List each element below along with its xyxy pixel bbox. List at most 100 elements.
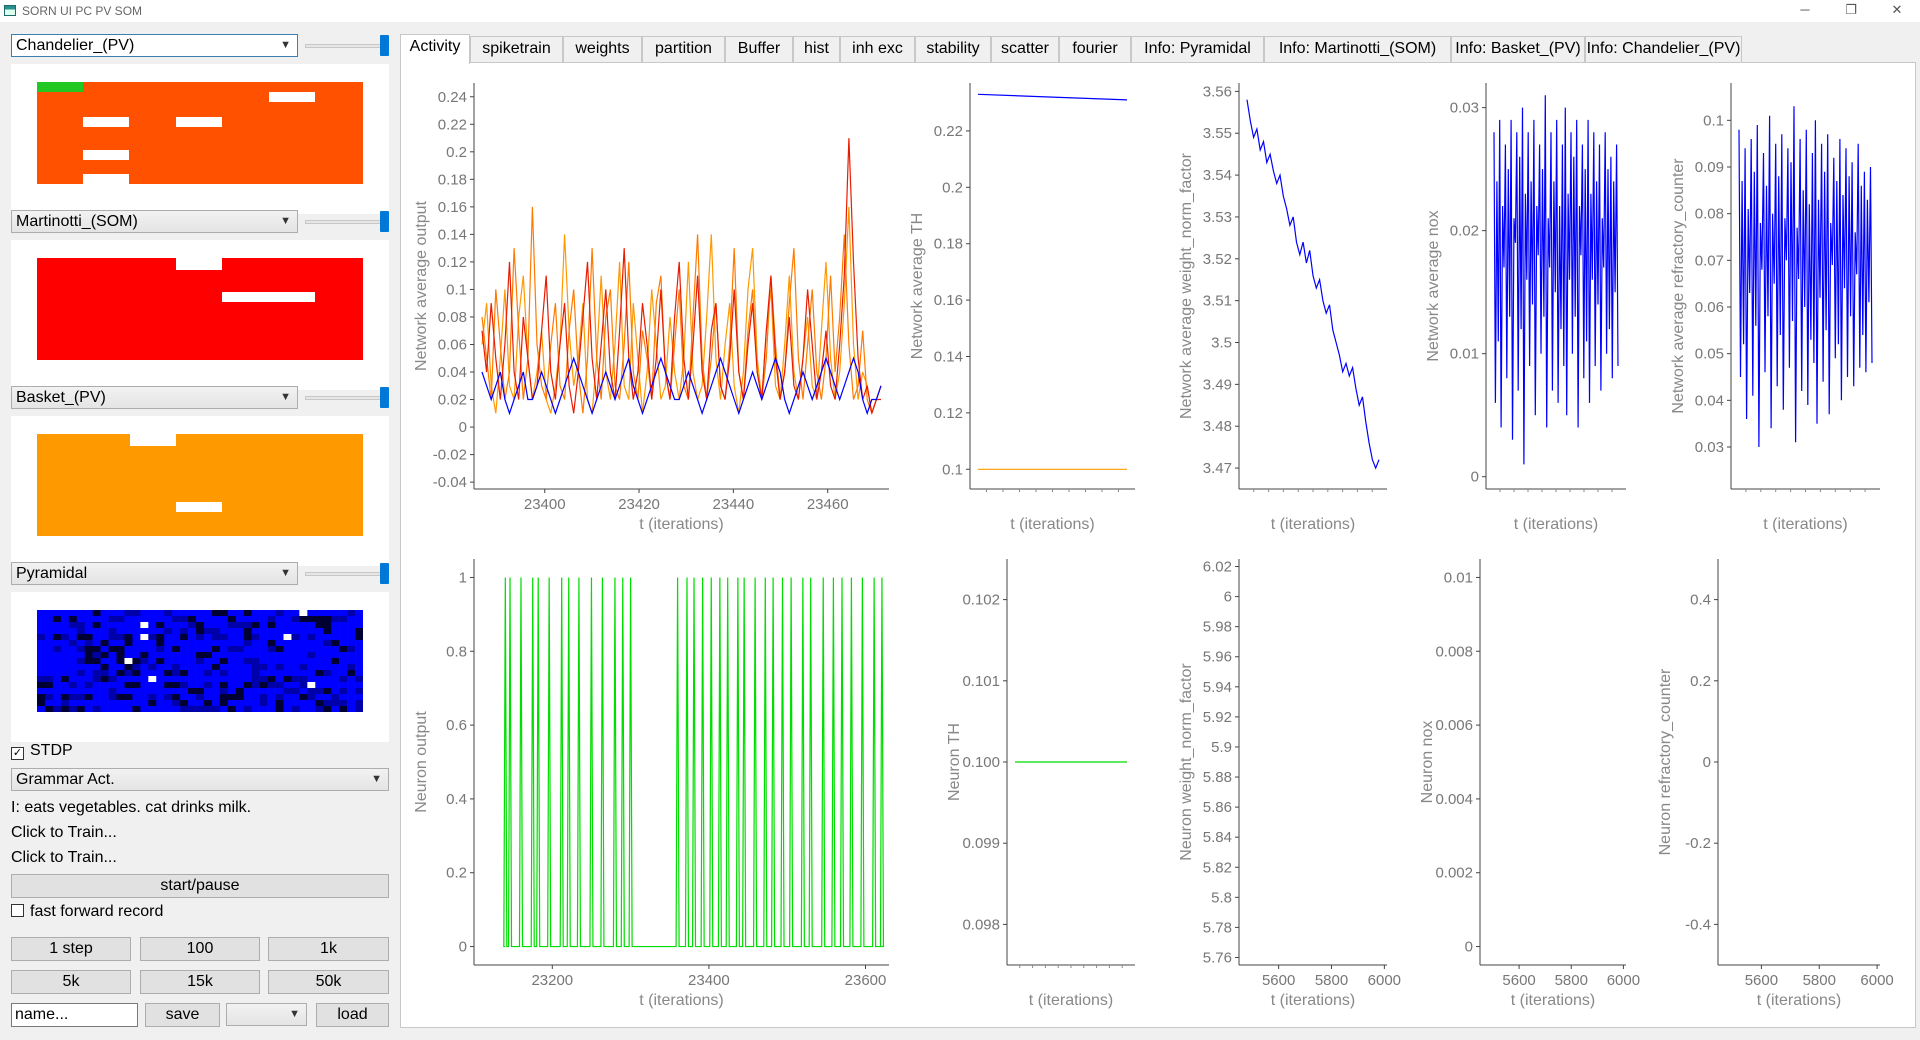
minimize-icon[interactable]: ─ xyxy=(1800,2,1810,17)
pyramidal-neuron-cell xyxy=(132,610,141,617)
pyramidal-neuron-cell xyxy=(323,676,332,683)
series-line xyxy=(1738,106,1873,448)
pyramidal-neuron-cell xyxy=(180,670,189,677)
tab-scatter[interactable]: scatter xyxy=(991,36,1059,62)
plots-canvas: -0.04-0.0200.020.040.060.080.10.120.140.… xyxy=(413,83,1894,1009)
pyramidal-neuron-cell xyxy=(259,682,268,689)
tab-info-martinotti[interactable]: Info: Martinotti_(SOM) xyxy=(1264,36,1451,62)
step-1k-button[interactable]: 1k xyxy=(268,937,389,961)
pyramidal-neuron-cell xyxy=(267,616,276,623)
y-axis-label: Network average nox xyxy=(1425,210,1442,361)
step-15k-button[interactable]: 15k xyxy=(140,970,260,994)
tab-info-pyramidal[interactable]: Info: Pyramidal xyxy=(1131,36,1264,62)
tab-stability[interactable]: stability xyxy=(915,36,991,62)
y-tick-label: 0.22 xyxy=(438,116,467,133)
pyramidal-neuron-cell xyxy=(299,634,308,641)
pyramidal-neuron-cell xyxy=(227,664,237,671)
pyramidal-neuron-cell xyxy=(92,706,101,712)
tab-activity[interactable]: Activity xyxy=(400,34,470,64)
tab-inh-exc[interactable]: inh exc xyxy=(840,36,915,62)
pyramidal-neuron-cell xyxy=(267,658,276,665)
pyramidal-neuron-cell xyxy=(124,706,133,712)
tab-info-basket[interactable]: Info: Basket_(PV) xyxy=(1451,36,1585,62)
tab-fourier[interactable]: fourier xyxy=(1059,36,1131,62)
x-axis-label: t (iterations) xyxy=(1514,516,1598,533)
tab-weights[interactable]: weights xyxy=(563,36,642,62)
pyramidal-neuron-cell xyxy=(355,634,363,641)
pyramidal-neuron-cell xyxy=(37,682,46,689)
pyramidal-neuron-cell xyxy=(196,634,205,641)
group-select-chandelier[interactable]: Chandelier_(PV) ▼ xyxy=(11,34,298,57)
y-tick-label: 0.01 xyxy=(1444,569,1473,586)
save-button[interactable]: save xyxy=(145,1003,220,1027)
y-tick-label: 3.53 xyxy=(1203,209,1232,226)
pyramidal-neuron-cell xyxy=(140,670,149,677)
pyramidal-neuron-cell xyxy=(347,646,356,653)
pyramidal-neuron-cell xyxy=(219,700,229,707)
train-label-1[interactable]: Click to Train... xyxy=(11,824,117,841)
pyramidal-neuron-cell xyxy=(307,652,316,659)
pyramidal-neuron-cell xyxy=(219,664,229,671)
x-tick-label: 23600 xyxy=(845,972,887,989)
pyramidal-neuron-cell xyxy=(339,676,348,683)
behavior-select[interactable]: Grammar Act. ▼ xyxy=(11,768,389,791)
y-tick-label: 3.47 xyxy=(1203,460,1232,477)
x-tick-label: 5800 xyxy=(1315,972,1348,989)
pyramidal-neuron-cell xyxy=(37,646,46,653)
pyramidal-neuron-cell xyxy=(76,694,86,701)
start-pause-button[interactable]: start/pause xyxy=(11,874,389,898)
pyramidal-neuron-cell xyxy=(291,676,300,683)
fast-forward-checkbox[interactable]: fast forward record xyxy=(11,903,163,921)
tab-buffer[interactable]: Buffer xyxy=(725,36,793,62)
stdp-checkbox[interactable]: ✓ STDP xyxy=(11,742,73,760)
pyramidal-neuron-cell xyxy=(307,700,316,707)
group-select-martinotti[interactable]: Martinotti_(SOM) ▼ xyxy=(11,210,298,233)
y-tick-label: 5.84 xyxy=(1203,829,1232,846)
pyramidal-neuron-cell xyxy=(100,670,109,677)
pyramidal-neuron-cell xyxy=(84,634,93,641)
pyramidal-neuron-cell xyxy=(164,640,173,647)
y-tick-label: 0.2 xyxy=(942,179,963,196)
name-input[interactable]: name... xyxy=(11,1003,138,1027)
pyramidal-neuron-cell xyxy=(100,610,109,617)
step-1-button[interactable]: 1 step xyxy=(11,937,131,961)
neuron-grid xyxy=(37,82,363,184)
tab-hist[interactable]: hist xyxy=(793,36,840,62)
y-tick-label: 0.18 xyxy=(438,171,467,188)
pyramidal-neuron-cell xyxy=(124,622,133,629)
group-slider-pyramidal[interactable] xyxy=(305,562,389,585)
pyramidal-neuron-cell xyxy=(283,610,292,617)
pyramidal-neuron-cell xyxy=(140,616,149,623)
load-button[interactable]: load xyxy=(316,1003,389,1027)
pyramidal-neuron-cell xyxy=(196,706,205,712)
pyramidal-neuron-cell xyxy=(37,640,46,647)
train-label-2[interactable]: Click to Train... xyxy=(11,849,117,866)
pyramidal-neuron-cell xyxy=(267,640,276,647)
tab-partition[interactable]: partition xyxy=(642,36,725,62)
group-select-basket[interactable]: Basket_(PV) ▼ xyxy=(11,386,298,409)
tab-spiketrain[interactable]: spiketrain xyxy=(470,36,563,62)
pyramidal-neuron-cell xyxy=(172,676,181,683)
close-icon[interactable]: ✕ xyxy=(1891,2,1903,17)
pyramidal-neuron-cell xyxy=(227,706,237,712)
pyramidal-neuron-cell xyxy=(108,676,117,683)
file-select[interactable]: ▼ xyxy=(226,1003,307,1026)
pyramidal-neuron-cell xyxy=(148,646,157,653)
maximize-icon[interactable]: ❐ xyxy=(1845,2,1857,17)
step-100-button[interactable]: 100 xyxy=(140,937,260,961)
pyramidal-neuron-cell xyxy=(172,628,181,635)
pyramidal-neuron-cell xyxy=(180,634,189,641)
group-select-pyramidal[interactable]: Pyramidal ▼ xyxy=(11,562,298,585)
pyramidal-neuron-cell xyxy=(251,688,260,695)
pyramidal-neuron-cell xyxy=(148,652,157,659)
group-slider-martinotti[interactable] xyxy=(305,210,389,233)
group-slider-basket[interactable] xyxy=(305,386,389,409)
step-5k-button[interactable]: 5k xyxy=(11,970,131,994)
pyramidal-neuron-cell xyxy=(339,646,348,653)
group-slider-chandelier[interactable] xyxy=(305,34,389,57)
pyramidal-neuron-cell xyxy=(60,634,70,641)
tab-info-chandelier[interactable]: Info: Chandelier_(PV) xyxy=(1585,36,1742,62)
pyramidal-neuron-cell xyxy=(235,676,245,683)
step-50k-button[interactable]: 50k xyxy=(268,970,389,994)
x-tick-label: 23400 xyxy=(524,496,566,513)
